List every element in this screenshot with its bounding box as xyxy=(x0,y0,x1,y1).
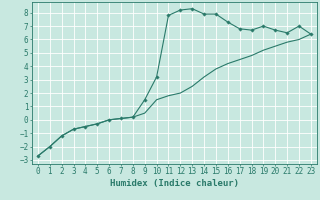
X-axis label: Humidex (Indice chaleur): Humidex (Indice chaleur) xyxy=(110,179,239,188)
